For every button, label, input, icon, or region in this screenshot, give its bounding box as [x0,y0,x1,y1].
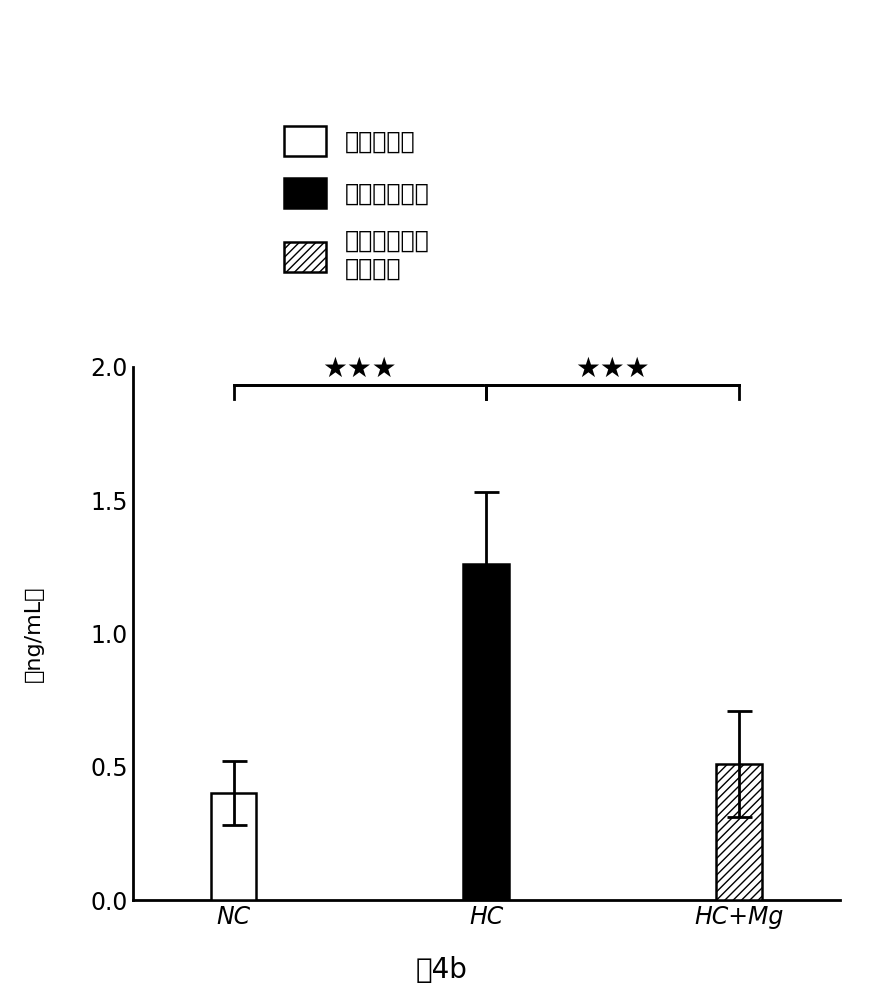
Text: （ng/mL）: （ng/mL） [24,585,43,682]
Bar [716,764,761,900]
Text: ★★★: ★★★ [575,355,650,383]
Text: 图4b: 图4b [416,956,468,984]
Bar [211,793,256,900]
Legend: 正常饲料组, 高热量饲料组, 高热量饲料加
镁补充组: 正常饲料组, 高热量饲料组, 高热量饲料加 镁补充组 [271,114,441,293]
Text: ★★★: ★★★ [323,355,397,383]
Bar [463,564,509,900]
